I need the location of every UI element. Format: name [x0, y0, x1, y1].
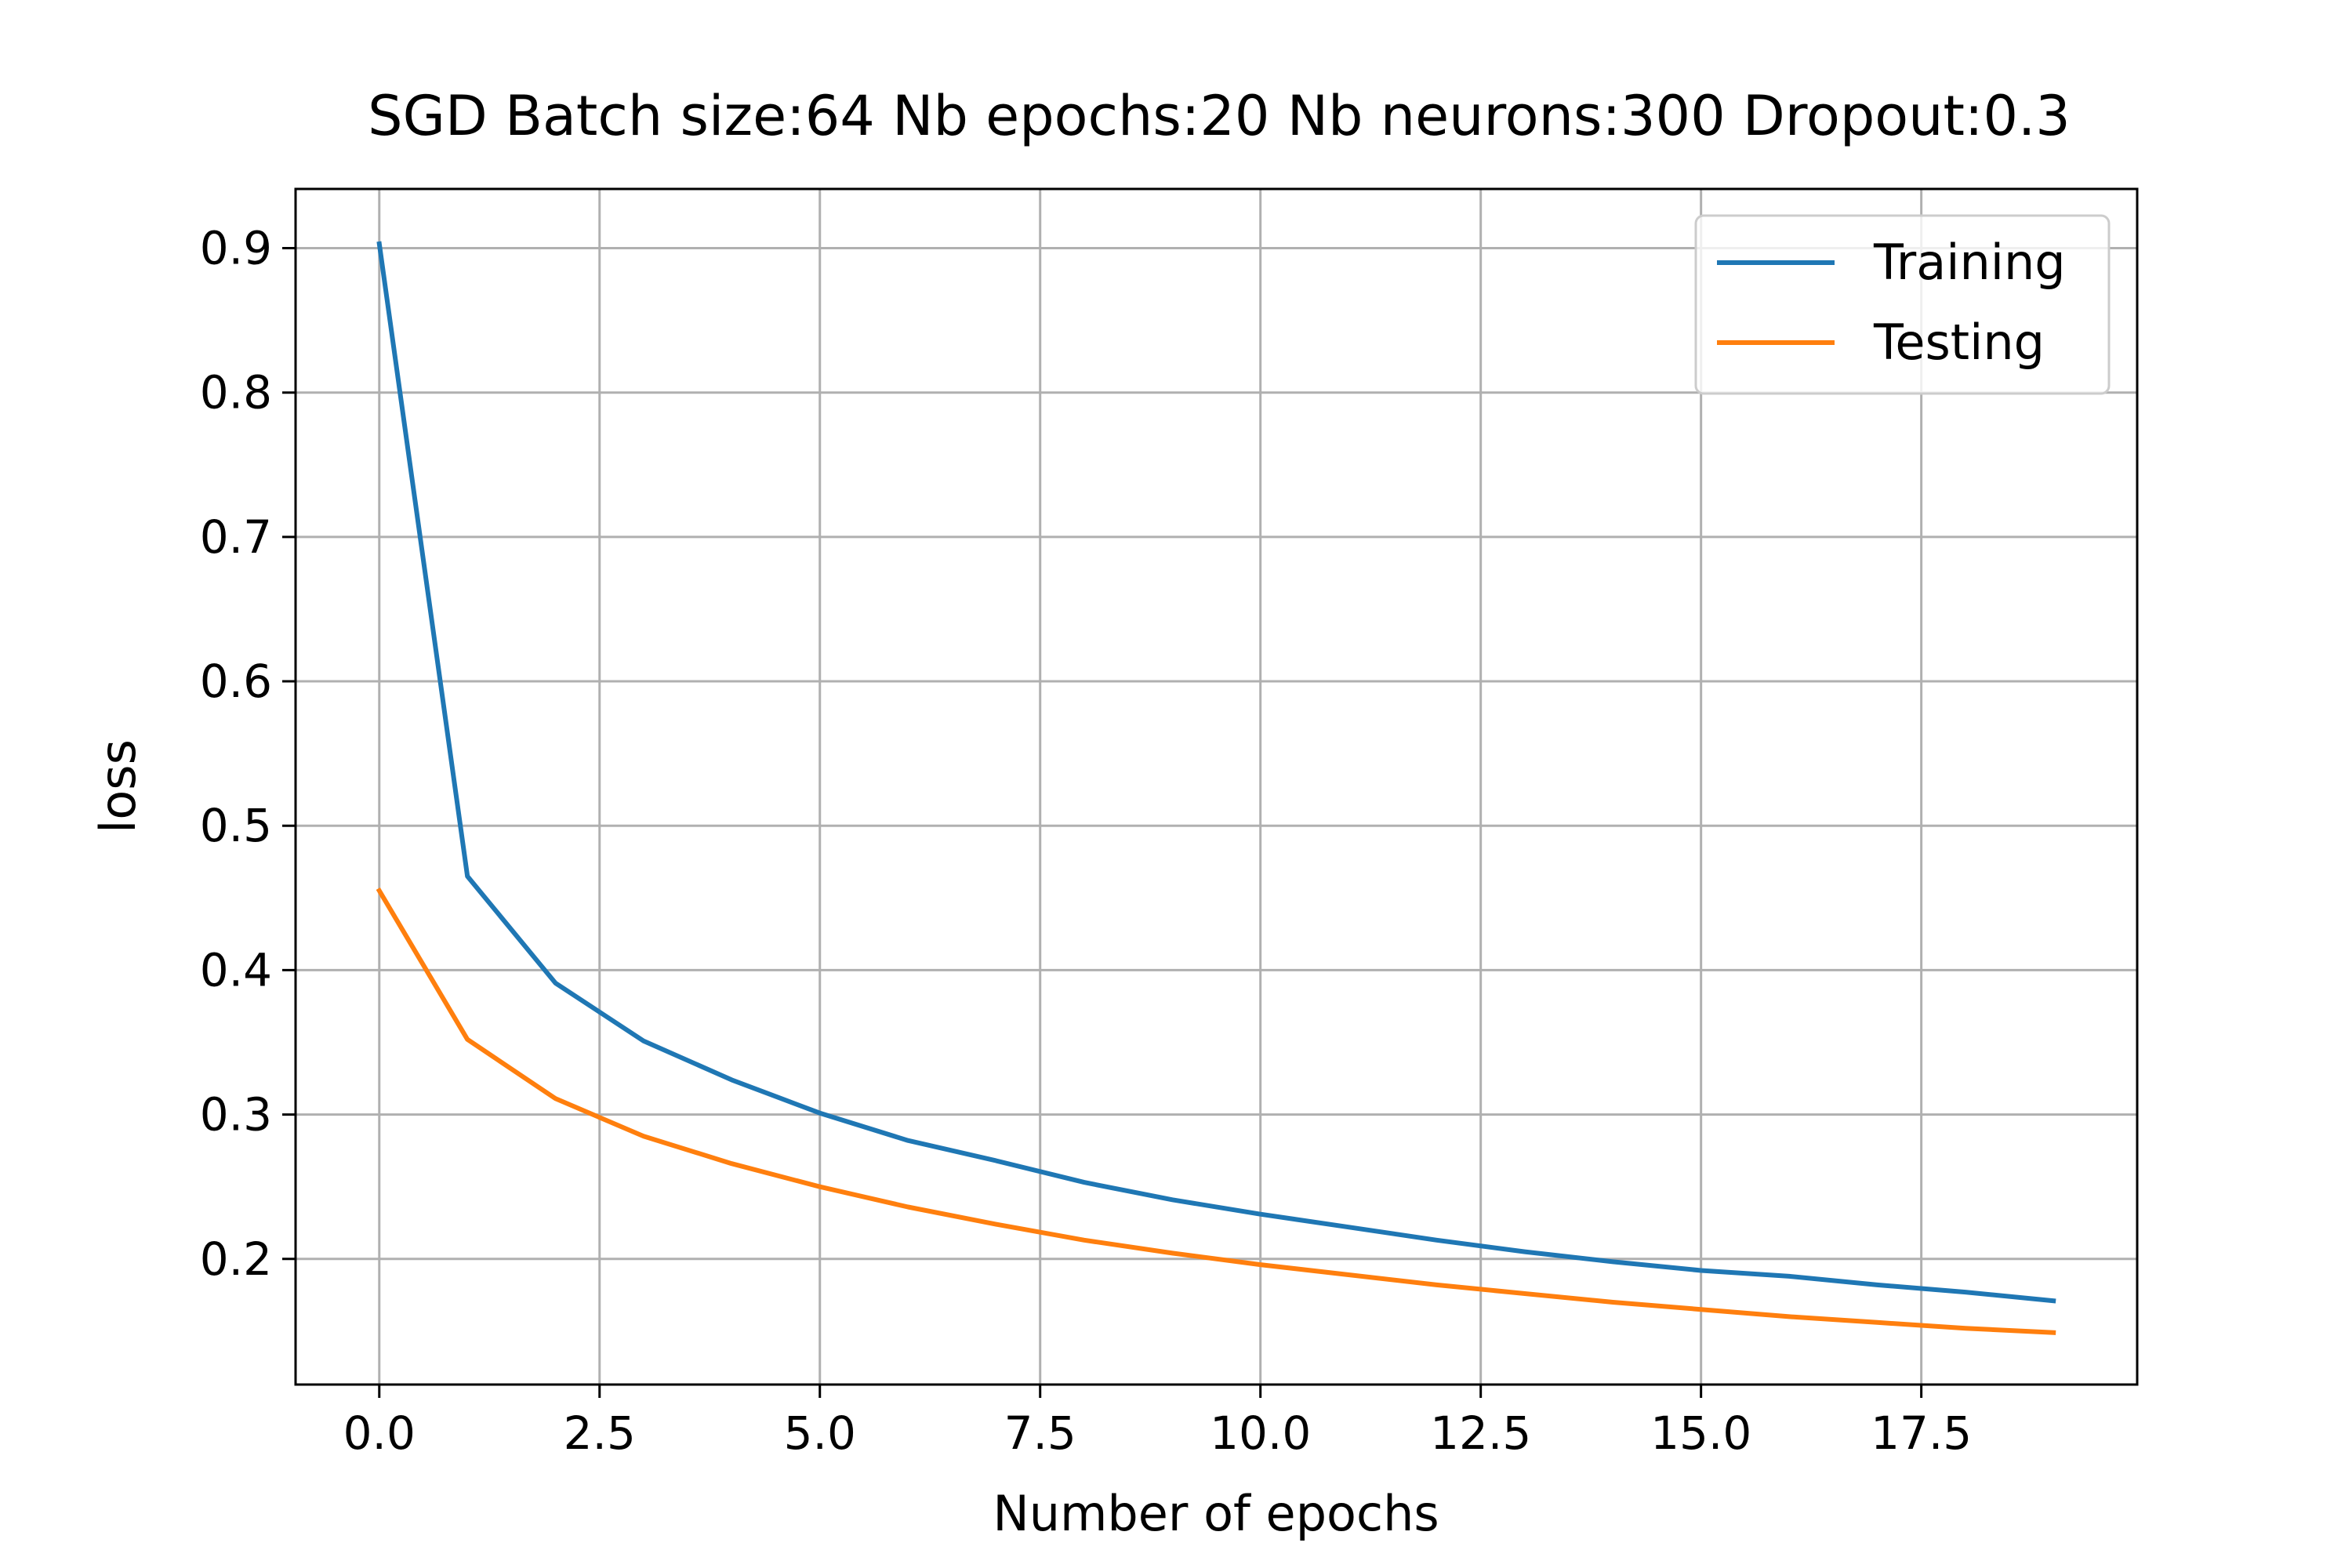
legend: Training Testing [1694, 214, 2111, 395]
y-tick-label: 0.8 [200, 366, 272, 419]
y-tick-label: 0.7 [200, 510, 272, 564]
y-tick-label: 0.9 [200, 222, 272, 275]
legend-label-training: Training [1873, 234, 2066, 291]
x-tick-label: 0.0 [343, 1406, 416, 1460]
series-lines [376, 241, 2056, 1335]
x-tick-label: 15.0 [1650, 1406, 1751, 1460]
legend-frame [1694, 214, 2111, 395]
y-tick-label: 0.3 [200, 1088, 272, 1142]
series-line-testing [376, 887, 2056, 1335]
y-tick-label: 0.5 [200, 799, 272, 852]
series-line-training [376, 241, 2056, 1304]
x-axis-label: Number of epochs [993, 1485, 1439, 1542]
plot-frame [294, 187, 2139, 1386]
x-tick-label: 12.5 [1430, 1406, 1531, 1460]
x-tick-label: 5.0 [784, 1406, 856, 1460]
x-tick-label: 10.0 [1210, 1406, 1311, 1460]
x-tick-label: 7.5 [1004, 1406, 1076, 1460]
x-tick-label: 17.5 [1871, 1406, 1972, 1460]
legend-label-testing: Testing [1873, 314, 2045, 371]
y-axis-label: loss [89, 739, 147, 833]
y-tick-label: 0.6 [200, 655, 272, 708]
legend-entries: Training Testing [1717, 234, 2066, 371]
chart-title: SGD Batch size:64 Nb epochs:20 Nb neuron… [368, 84, 2071, 148]
axis-ticks: 0.0 2.5 5.0 7.5 10.0 12.5 15.0 17.5 0.2 0.3 0.4 0.5… [200, 222, 1972, 1460]
y-tick-label: 0.4 [200, 943, 272, 996]
x-tick-label: 2.5 [564, 1406, 636, 1460]
y-tick-label: 0.2 [200, 1232, 272, 1286]
